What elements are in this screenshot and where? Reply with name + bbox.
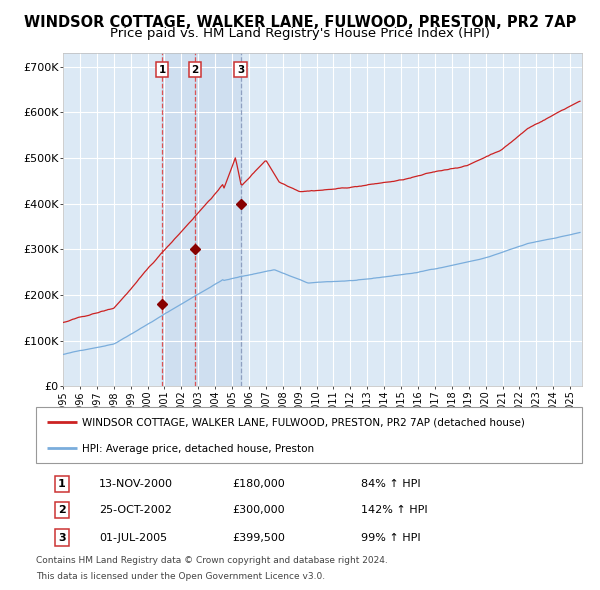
Text: 2: 2 [58,506,65,515]
Bar [162,53,195,386]
Text: 13-NOV-2000: 13-NOV-2000 [99,479,173,489]
Text: This data is licensed under the Open Government Licence v3.0.: This data is licensed under the Open Gov… [36,572,325,582]
Text: 3: 3 [58,533,65,543]
Text: £300,000: £300,000 [233,506,285,515]
FancyBboxPatch shape [36,407,582,463]
Text: £180,000: £180,000 [233,479,286,489]
Text: 84% ↑ HPI: 84% ↑ HPI [361,479,421,489]
Text: 25-OCT-2002: 25-OCT-2002 [99,506,172,515]
Text: 3: 3 [237,65,244,75]
Text: 142% ↑ HPI: 142% ↑ HPI [361,506,427,515]
Text: WINDSOR COTTAGE, WALKER LANE, FULWOOD, PRESTON, PR2 7AP: WINDSOR COTTAGE, WALKER LANE, FULWOOD, P… [24,15,576,30]
Text: 99% ↑ HPI: 99% ↑ HPI [361,533,421,543]
Text: 2: 2 [191,65,199,75]
Text: £399,500: £399,500 [233,533,286,543]
Text: Price paid vs. HM Land Registry's House Price Index (HPI): Price paid vs. HM Land Registry's House … [110,27,490,40]
Text: 01-JUL-2005: 01-JUL-2005 [99,533,167,543]
Text: HPI: Average price, detached house, Preston: HPI: Average price, detached house, Pres… [82,444,314,454]
Text: 1: 1 [58,479,65,489]
Text: 1: 1 [158,65,166,75]
Bar [195,53,241,386]
Text: WINDSOR COTTAGE, WALKER LANE, FULWOOD, PRESTON, PR2 7AP (detached house): WINDSOR COTTAGE, WALKER LANE, FULWOOD, P… [82,418,525,428]
Text: Contains HM Land Registry data © Crown copyright and database right 2024.: Contains HM Land Registry data © Crown c… [36,556,388,565]
